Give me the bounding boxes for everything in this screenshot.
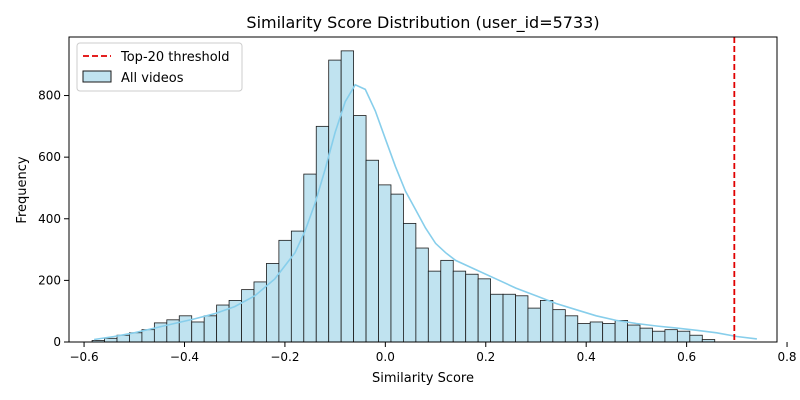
histogram-bar [502, 293, 516, 343]
x-tick-label: 0.8 [777, 350, 796, 364]
histogram-bar [340, 50, 355, 343]
y-tick-label: 800 [38, 89, 61, 103]
x-tick-label: −0.4 [170, 350, 199, 364]
histogram-bar [104, 337, 118, 343]
histogram-bar [602, 323, 616, 343]
histogram-bar [353, 115, 367, 343]
chart-title: Similarity Score Distribution (user_id=5… [246, 13, 599, 33]
histogram-bar [515, 295, 529, 343]
histogram-bar [639, 327, 653, 343]
legend: Top-20 threshold All videos [76, 42, 243, 92]
histogram-bar [315, 125, 330, 343]
histogram-bar [552, 309, 566, 343]
y-tick-label: 400 [38, 212, 61, 226]
x-tick-label: 0.4 [577, 350, 596, 364]
histogram-bar [664, 329, 678, 343]
histogram-bar [403, 222, 417, 343]
histogram-bar [365, 159, 379, 343]
y-axis-label: Frequency [15, 156, 30, 223]
histogram-bar [539, 300, 554, 343]
y-axis-ticks: 0 200 400 600 800 [38, 89, 69, 349]
legend-threshold-label: Top-20 threshold [120, 50, 230, 65]
kde-curve [93, 83, 757, 341]
histogram-bar [627, 324, 641, 343]
histogram-bar [141, 329, 155, 343]
x-tick-label: 0.0 [376, 350, 395, 364]
y-tick-label: 200 [38, 273, 61, 287]
histogram-bar [328, 59, 342, 343]
histogram-bar [427, 270, 442, 343]
histogram-bar [278, 239, 292, 343]
histogram-bar [577, 323, 591, 343]
histogram-bar [191, 321, 205, 343]
y-tick-label: 600 [38, 150, 61, 164]
histogram-bar [527, 307, 541, 343]
x-axis-label: Similarity Score [372, 371, 474, 386]
histogram-bar [303, 173, 317, 343]
histogram-bar [564, 315, 579, 343]
y-tick-label: 0 [53, 335, 61, 349]
histogram-bar [614, 320, 628, 343]
histogram-bar [390, 193, 404, 343]
histogram-bar [490, 293, 504, 343]
histogram-bar [676, 330, 691, 343]
histogram-bar [452, 270, 467, 343]
x-tick-label: −0.2 [270, 350, 299, 364]
histogram-bars [91, 50, 716, 343]
histogram-bar [477, 278, 491, 343]
legend-histogram-swatch [82, 70, 112, 83]
x-tick-label: −0.6 [69, 350, 98, 364]
legend-box [76, 42, 243, 92]
legend-histogram-label: All videos [121, 71, 184, 86]
histogram-bar [465, 273, 479, 343]
histogram-bar [378, 184, 392, 343]
histogram-bar [652, 330, 666, 343]
histogram-bar [589, 321, 604, 343]
x-tick-label: 0.6 [677, 350, 696, 364]
x-tick-label: 0.2 [476, 350, 495, 364]
plot-frame [68, 36, 778, 343]
histogram-bar [415, 247, 429, 343]
histogram-bar [440, 259, 454, 343]
x-axis-ticks: −0.6 −0.4 −0.2 0.0 0.2 0.4 0.6 0.8 [69, 342, 797, 364]
histogram-bar [203, 315, 218, 343]
histogram-bar [689, 334, 703, 343]
